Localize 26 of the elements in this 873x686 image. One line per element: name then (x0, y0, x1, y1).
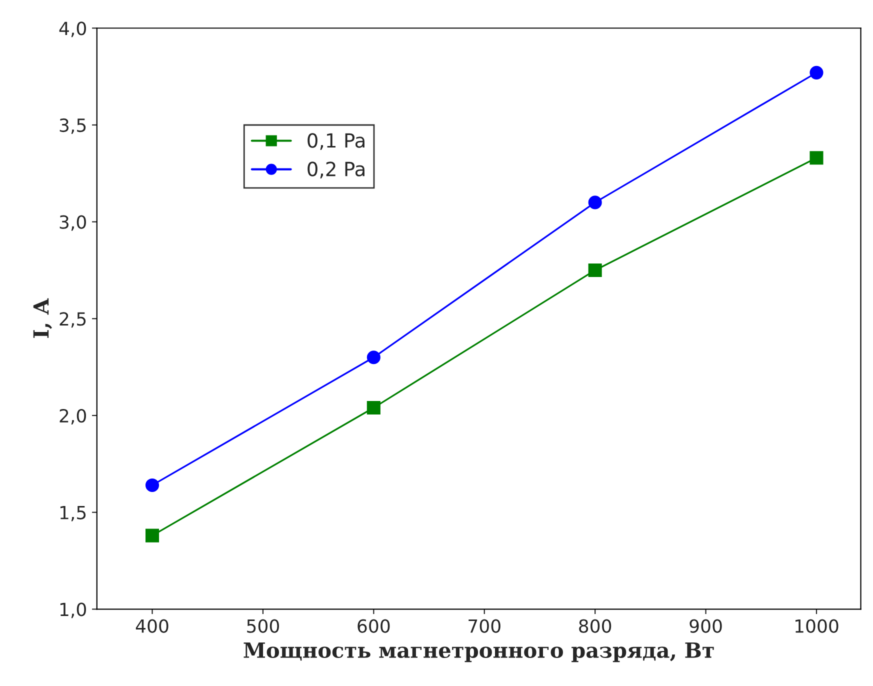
point (366, 350, 380, 364)
x-tick-label: 1000 (796, 619, 838, 633)
point (810, 151, 824, 165)
y-tick-label: 2,0 (60, 408, 86, 424)
x-tick-label: 800 (579, 619, 612, 633)
x-axis-title: Мощность магнетронного разряда, Вт (244, 642, 714, 662)
legend-label: 0,2 Pa (308, 162, 364, 178)
y-tick-label: 3,0 (60, 215, 86, 231)
x-tick-label: 600 (358, 619, 390, 633)
point (588, 263, 602, 277)
point (366, 400, 380, 415)
point (588, 196, 602, 210)
legend-label: 0,1 Pa (308, 133, 364, 150)
x-tick-label: 900 (690, 619, 722, 633)
point (145, 478, 160, 492)
y-tick-label: 1,5 (60, 506, 86, 522)
y-axis-title: I, A (33, 298, 52, 338)
point (810, 66, 824, 80)
x-tick-label: 500 (247, 619, 279, 633)
x-tick-label: 700 (468, 619, 500, 633)
y-tick-label: 4,0 (59, 22, 86, 38)
y-tick-label: 3,5 (60, 118, 86, 134)
point (145, 528, 160, 542)
x-tick-label: 400 (136, 619, 168, 633)
y-tick-label: 2,5 (60, 312, 86, 328)
y-tick-label: 1,0 (60, 602, 86, 618)
